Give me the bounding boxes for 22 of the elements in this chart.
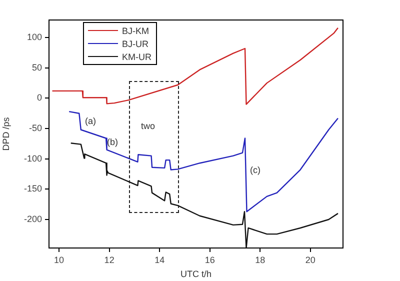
y-axis-title: DPD /ps	[0, 116, 11, 151]
annotation: two	[141, 121, 156, 132]
legend-label: KM-UR	[122, 52, 152, 62]
y-tick-label: -100	[24, 153, 42, 164]
annotation: (b)	[107, 137, 118, 148]
annotation: (a)	[85, 116, 96, 127]
annotation: (c)	[250, 165, 260, 176]
y-tick-label: 50	[32, 62, 42, 72]
y-tick-label: 100	[26, 32, 42, 42]
x-axis-title: UTC t/h	[180, 269, 212, 280]
x-tick-label: 12	[104, 254, 114, 265]
x-tick-label: 18	[255, 254, 266, 265]
y-tick-label: 0	[36, 92, 42, 103]
legend-label: BJ-UR	[122, 38, 148, 48]
x-tick-label: 10	[54, 254, 64, 265]
legend-label: BJ-KM	[122, 26, 149, 36]
x-tick-label: 20	[305, 254, 316, 265]
x-tick-label: 14	[154, 254, 165, 265]
x-tick-label: 16	[204, 254, 215, 265]
y-tick-label: -150	[24, 184, 42, 194]
y-tick-label: -50	[28, 123, 42, 134]
y-tick-label: -200	[24, 214, 42, 224]
